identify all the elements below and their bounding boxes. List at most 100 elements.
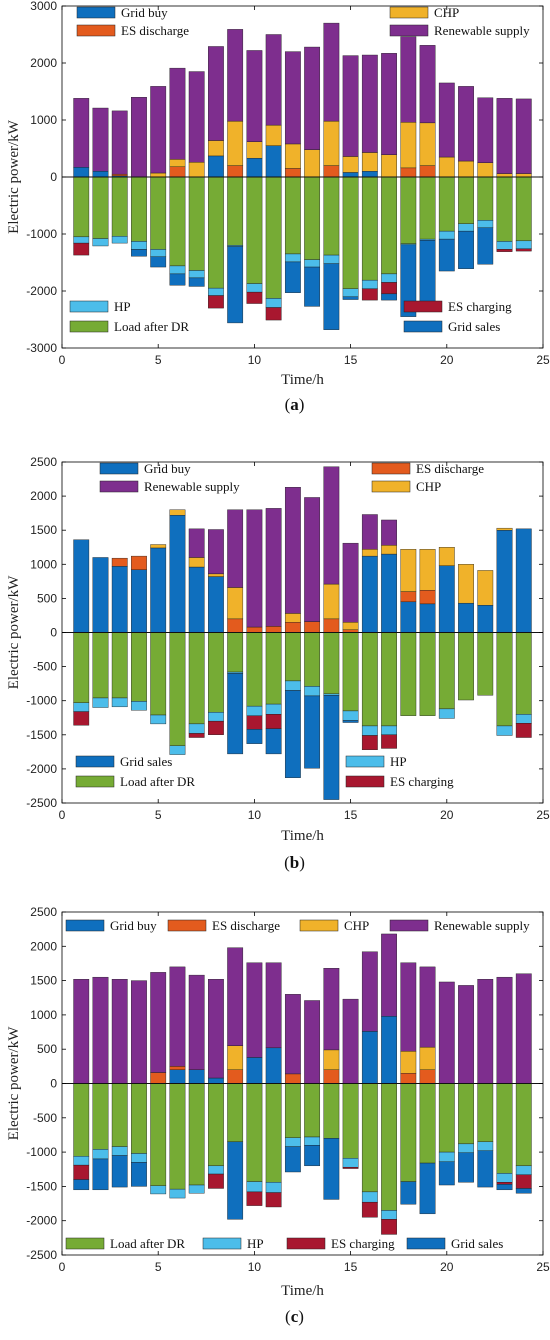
legend-item-renewable: Renewable supply: [389, 23, 530, 38]
bar-es_discharge: [265, 626, 282, 633]
bar-es_charging: [496, 249, 513, 252]
bar-renewable: [400, 962, 417, 1052]
bar-chp: [188, 161, 205, 178]
bar-chp: [284, 143, 301, 169]
legend-label: Load after DR: [114, 319, 189, 334]
y-axis-label: Electric power/kW: [6, 1026, 22, 1141]
bar-hp: [92, 1149, 109, 1160]
legend-swatch: [286, 1237, 326, 1250]
bar-grid_buy: [246, 1057, 263, 1084]
bar-renewable: [208, 529, 224, 575]
bar-grid_buy: [208, 155, 224, 178]
bar-load: [73, 1083, 90, 1157]
bar-grid_buy: [169, 1069, 186, 1084]
legend-label: Grid sales: [120, 754, 172, 769]
legend-label: Grid sales: [451, 1236, 503, 1251]
bar-renewable: [246, 509, 263, 628]
x-tick-label: 25: [536, 353, 550, 367]
bar-renewable: [265, 34, 282, 126]
legend-item-chp: CHP: [371, 479, 441, 494]
bar-chp: [419, 122, 436, 166]
bar-hp: [150, 714, 167, 725]
bar-hp: [208, 1165, 224, 1175]
y-tick-label: -1000: [26, 227, 57, 241]
bar-hp: [323, 254, 340, 264]
bar-load: [92, 1083, 109, 1150]
bar-es_discharge: [227, 618, 244, 633]
y-tick-label: 500: [37, 1042, 57, 1056]
legend-item-load: Load after DR: [65, 1236, 185, 1251]
bar-es_discharge: [419, 1069, 436, 1084]
chart-panel-c: 0 5 10 15 20 25 -2500 -2000 -1500 -1000 -500 0 500 10…: [6, 905, 550, 1326]
legend-swatch: [403, 300, 443, 313]
legend-item-hp: HP: [345, 754, 407, 769]
legend-label: Load after DR: [120, 774, 195, 789]
bar-grid_buy: [150, 547, 167, 633]
bar-es_discharge: [169, 166, 186, 178]
bar-load: [458, 176, 474, 224]
bar-grid_sales: [342, 296, 359, 300]
legend-label: Grid sales: [448, 319, 500, 334]
bar-hp: [111, 697, 128, 708]
bar-es_discharge: [323, 618, 340, 633]
bar-renewable: [246, 50, 263, 142]
bar-es_discharge: [246, 626, 263, 633]
bar-grid_sales: [131, 1162, 147, 1187]
x-tick-label: 10: [248, 808, 262, 822]
bar-es_discharge: [284, 622, 301, 633]
bar-renewable: [111, 110, 128, 175]
x-tick-label: 15: [344, 808, 358, 822]
legend-label: ES charging: [390, 774, 454, 789]
legend-item-grid_buy: Grid buy: [65, 918, 157, 933]
bar-grid_sales: [284, 690, 301, 778]
bar-hp: [188, 1184, 205, 1194]
bar-renewable: [419, 45, 436, 124]
bar-renewable: [342, 55, 359, 157]
x-tick-label: 0: [59, 1260, 66, 1274]
legend-swatch: [99, 462, 139, 475]
bar-es_discharge: [150, 1072, 167, 1084]
bar-hp: [169, 1188, 186, 1199]
bar-chp: [323, 120, 340, 166]
bar-load: [342, 632, 359, 712]
bars: [73, 933, 532, 1235]
bar-es_charging: [208, 1173, 224, 1189]
bar-grid_sales: [227, 673, 244, 755]
bar-hp: [73, 1156, 90, 1166]
legend-swatch: [299, 919, 339, 932]
bar-hp: [131, 241, 147, 250]
bar-grid_sales: [304, 695, 321, 769]
bar-renewable: [477, 97, 494, 163]
legend-label: Grid buy: [110, 918, 157, 933]
bar-hp: [150, 1185, 167, 1195]
bar-load: [342, 176, 359, 289]
legend-label: Renewable supply: [434, 918, 530, 933]
x-tick-label: 20: [440, 1260, 454, 1274]
bar-hp: [265, 703, 282, 715]
bar-load: [361, 1083, 378, 1193]
bar-load: [284, 1083, 301, 1138]
bar-renewable: [284, 51, 301, 145]
x-tick-label: 10: [248, 353, 262, 367]
bar-renewable: [246, 962, 263, 1058]
bar-load: [342, 1083, 359, 1159]
bar-load: [208, 1083, 224, 1167]
bar-load: [246, 1083, 263, 1182]
bar-load: [419, 176, 436, 240]
legend-swatch: [65, 919, 105, 932]
panel-label: (b): [284, 853, 305, 872]
bar-es_charging: [265, 1192, 282, 1208]
bar-es_discharge: [304, 621, 321, 633]
bar-es_charging: [208, 720, 224, 735]
bar-grid_buy: [73, 539, 90, 633]
bar-grid_buy: [188, 566, 205, 633]
bar-renewable: [438, 981, 455, 1084]
legend-label: Renewable supply: [434, 23, 530, 38]
bar-load: [323, 176, 340, 256]
bar-grid_buy: [361, 171, 378, 178]
bar-hp: [438, 708, 455, 719]
bar-grid_sales: [284, 1146, 301, 1173]
bar-load: [208, 176, 224, 289]
bar-grid_buy: [419, 603, 436, 633]
